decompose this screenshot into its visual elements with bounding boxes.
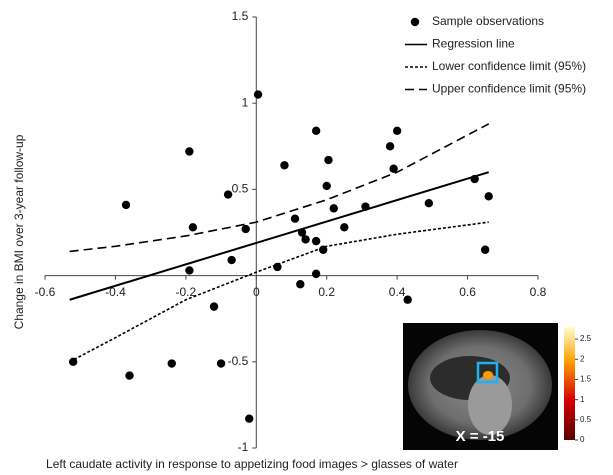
legend-label: Lower confidence limit (95%) (432, 59, 586, 73)
data-point (386, 142, 394, 150)
data-point (312, 127, 320, 135)
y-tick-label: -0.5 (228, 354, 249, 368)
colorbar-tick-label: 2.5 (580, 334, 592, 343)
data-point (242, 225, 250, 233)
y-tick-label: 1 (242, 95, 249, 109)
data-point (224, 190, 232, 198)
fit-line (70, 124, 489, 252)
data-point (122, 201, 130, 209)
y-tick-label: 0.5 (232, 182, 249, 196)
brainstem (468, 375, 512, 435)
y-tick-label: -1 (238, 440, 249, 454)
data-point (340, 223, 348, 231)
x-tick-label: 0 (253, 285, 260, 299)
data-point (280, 161, 288, 169)
fit-line (70, 172, 489, 300)
data-point (393, 127, 401, 135)
activation-blob (483, 371, 493, 379)
data-point (301, 235, 309, 243)
x-tick-label: 0.4 (389, 285, 406, 299)
colorbar-tick-label: 0.5 (580, 415, 592, 424)
data-point (324, 156, 332, 164)
x-tick-label: -0.2 (176, 285, 197, 299)
x-tick-label: 0.6 (459, 285, 476, 299)
data-point (210, 302, 218, 310)
legend-marker (411, 18, 419, 26)
data-point (425, 199, 433, 207)
data-point (185, 266, 193, 274)
x-tick-label: -0.4 (105, 285, 126, 299)
colorbar-tick-label: 2 (580, 354, 585, 363)
legend-label: Upper confidence limit (95%) (432, 82, 586, 96)
data-point (291, 215, 299, 223)
data-point (217, 359, 225, 367)
colorbar (564, 327, 575, 440)
data-point (189, 223, 197, 231)
colorbar-tick-label: 1.5 (580, 375, 592, 384)
data-point (245, 414, 253, 422)
x-tick-label: -0.6 (35, 285, 56, 299)
data-point (312, 270, 320, 278)
x-tick-label: 0.8 (530, 285, 547, 299)
data-point (323, 182, 331, 190)
data-point (254, 90, 262, 98)
data-point (330, 204, 338, 212)
y-tick-label: 1.5 (232, 9, 249, 23)
legend-label: Regression line (432, 37, 515, 51)
x-axis-label: Left caudate activity in response to app… (46, 457, 458, 471)
data-point (485, 192, 493, 200)
data-point (312, 237, 320, 245)
x-tick-label: 0.2 (318, 285, 335, 299)
chart: Left caudate activity in response to app… (0, 0, 613, 475)
data-point (125, 371, 133, 379)
inset: X = -15 (403, 323, 575, 450)
data-point (296, 280, 304, 288)
data-point (168, 359, 176, 367)
y-axis-label: Change in BMI over 3-year follow-up (12, 134, 26, 329)
data-point (481, 246, 489, 254)
colorbar-tick-label: 1 (580, 395, 585, 404)
data-point (185, 147, 193, 155)
legend-label: Sample observations (432, 14, 544, 28)
colorbar-tick-label: 0 (580, 435, 585, 444)
slice-label: X = -15 (456, 428, 505, 445)
data-point (404, 296, 412, 304)
data-point (227, 256, 235, 264)
